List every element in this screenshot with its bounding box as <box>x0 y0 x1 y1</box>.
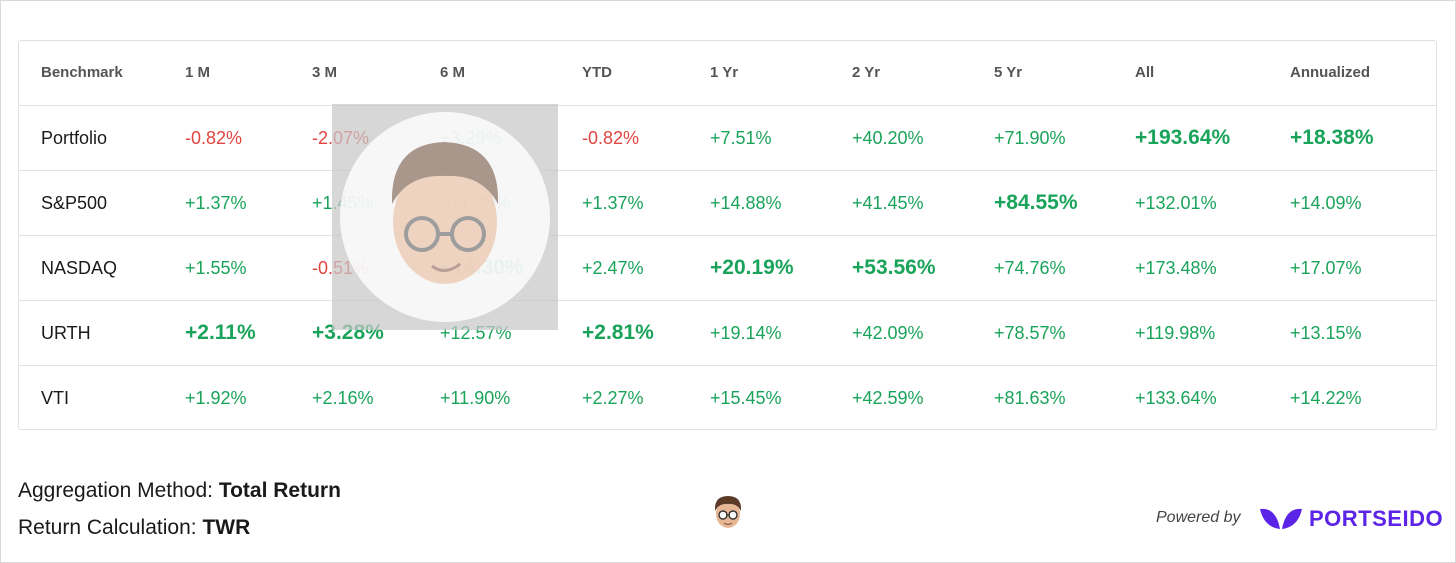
powered-by-text: Powered by <box>1156 509 1241 526</box>
table-row: VTI +1.92% +2.16% +11.90% +2.27% +15.45%… <box>19 366 1436 431</box>
aggregation-value: Total Return <box>218 479 341 502</box>
header-6m: 6 M <box>440 64 466 81</box>
return-3m: -0.51% <box>312 258 370 278</box>
header-benchmark: Benchmark <box>41 64 123 81</box>
return-1m: +1.92% <box>185 388 247 408</box>
leaf-logo-icon[interactable] <box>1258 505 1304 531</box>
aggregation-method: Aggregation Method: Total Return <box>18 479 341 503</box>
return-6m: +12.57% <box>440 323 512 343</box>
table-header-row: Benchmark 1 M 3 M 6 M YTD 1 Yr 2 Yr 5 Yr… <box>19 41 1436 106</box>
header-2yr: 2 Yr <box>852 64 881 81</box>
return-5yr: +81.63% <box>994 388 1066 408</box>
return-6m: +14.30% <box>440 256 524 279</box>
return-3m: +2.16% <box>312 388 374 408</box>
return-1m: +1.55% <box>185 258 247 278</box>
return-annualized: +13.15% <box>1290 323 1362 343</box>
return-2yr: +41.45% <box>852 193 924 213</box>
benchmark-name: NASDAQ <box>41 258 118 278</box>
header-annualized: Annualized <box>1290 64 1371 81</box>
return-2yr: +40.20% <box>852 128 924 148</box>
header-1yr: 1 Yr <box>710 64 739 81</box>
header-5yr: 5 Yr <box>994 64 1023 81</box>
return-all: +119.98% <box>1135 323 1216 343</box>
benchmark-table: Benchmark 1 M 3 M 6 M YTD 1 Yr 2 Yr 5 Yr… <box>18 40 1437 430</box>
return-annualized: +14.22% <box>1290 388 1362 408</box>
calculation-value: TWR <box>202 516 251 539</box>
return-ytd: +2.27% <box>582 388 644 408</box>
table-row: Portfolio -0.82% -2.07% +3.29% -0.82% +7… <box>19 106 1436 171</box>
return-annualized: +18.38% <box>1290 126 1374 149</box>
memoji-avatar-icon <box>714 496 742 528</box>
return-5yr: +71.90% <box>994 128 1066 148</box>
header-ytd: YTD <box>582 64 612 81</box>
return-all: +132.01% <box>1135 193 1217 213</box>
return-1yr: +15.45% <box>710 388 782 408</box>
return-3m: +1.45% <box>312 193 374 213</box>
header-1m: 1 M <box>185 64 211 81</box>
return-calculation: Return Calculation: TWR <box>18 516 250 540</box>
return-6m: +3.29% <box>440 128 502 148</box>
return-ytd: -0.82% <box>582 128 640 148</box>
return-6m: +11.90% <box>440 388 511 408</box>
return-1yr: +19.14% <box>710 323 782 343</box>
return-2yr: +53.56% <box>852 256 936 279</box>
return-1m: -0.82% <box>185 128 243 148</box>
benchmark-name: VTI <box>41 388 70 408</box>
return-1m: +2.11% <box>185 321 256 344</box>
benchmark-name: S&P500 <box>41 193 108 213</box>
return-2yr: +42.09% <box>852 323 924 343</box>
return-2yr: +42.59% <box>852 388 924 408</box>
table-row: URTH +2.11% +3.28% +12.57% +2.81% +19.14… <box>19 301 1436 366</box>
return-3m: -2.07% <box>312 128 370 148</box>
return-5yr: +78.57% <box>994 323 1066 343</box>
benchmark-name: URTH <box>41 323 91 343</box>
aggregation-label: Aggregation Method: <box>18 479 213 502</box>
return-6m: +11.25% <box>440 193 511 213</box>
return-ytd: +2.81% <box>582 321 654 344</box>
return-5yr: +74.76% <box>994 258 1066 278</box>
calculation-label: Return Calculation: <box>18 516 197 539</box>
brand-name[interactable]: PORTSEIDO <box>1309 506 1444 531</box>
return-5yr: +84.55% <box>994 191 1078 214</box>
header-3m: 3 M <box>312 64 338 81</box>
return-1m: +1.37% <box>185 193 247 213</box>
return-3m: +3.28% <box>312 321 384 344</box>
return-annualized: +14.09% <box>1290 193 1362 213</box>
return-1yr: +7.51% <box>710 128 772 148</box>
return-ytd: +1.37% <box>582 193 644 213</box>
return-all: +133.64% <box>1135 388 1217 408</box>
table-row: NASDAQ +1.55% -0.51% +14.30% +2.47% +20.… <box>19 236 1436 301</box>
benchmark-name: Portfolio <box>41 128 108 148</box>
return-all: +173.48% <box>1135 258 1217 278</box>
return-ytd: +2.47% <box>582 258 644 278</box>
return-all: +193.64% <box>1135 126 1231 149</box>
header-all: All <box>1135 64 1155 81</box>
table-row: S&P500 +1.37% +1.45% +11.25% +1.37% +14.… <box>19 171 1436 236</box>
return-1yr: +14.88% <box>710 193 782 213</box>
return-annualized: +17.07% <box>1290 258 1362 278</box>
return-1yr: +20.19% <box>710 256 794 279</box>
